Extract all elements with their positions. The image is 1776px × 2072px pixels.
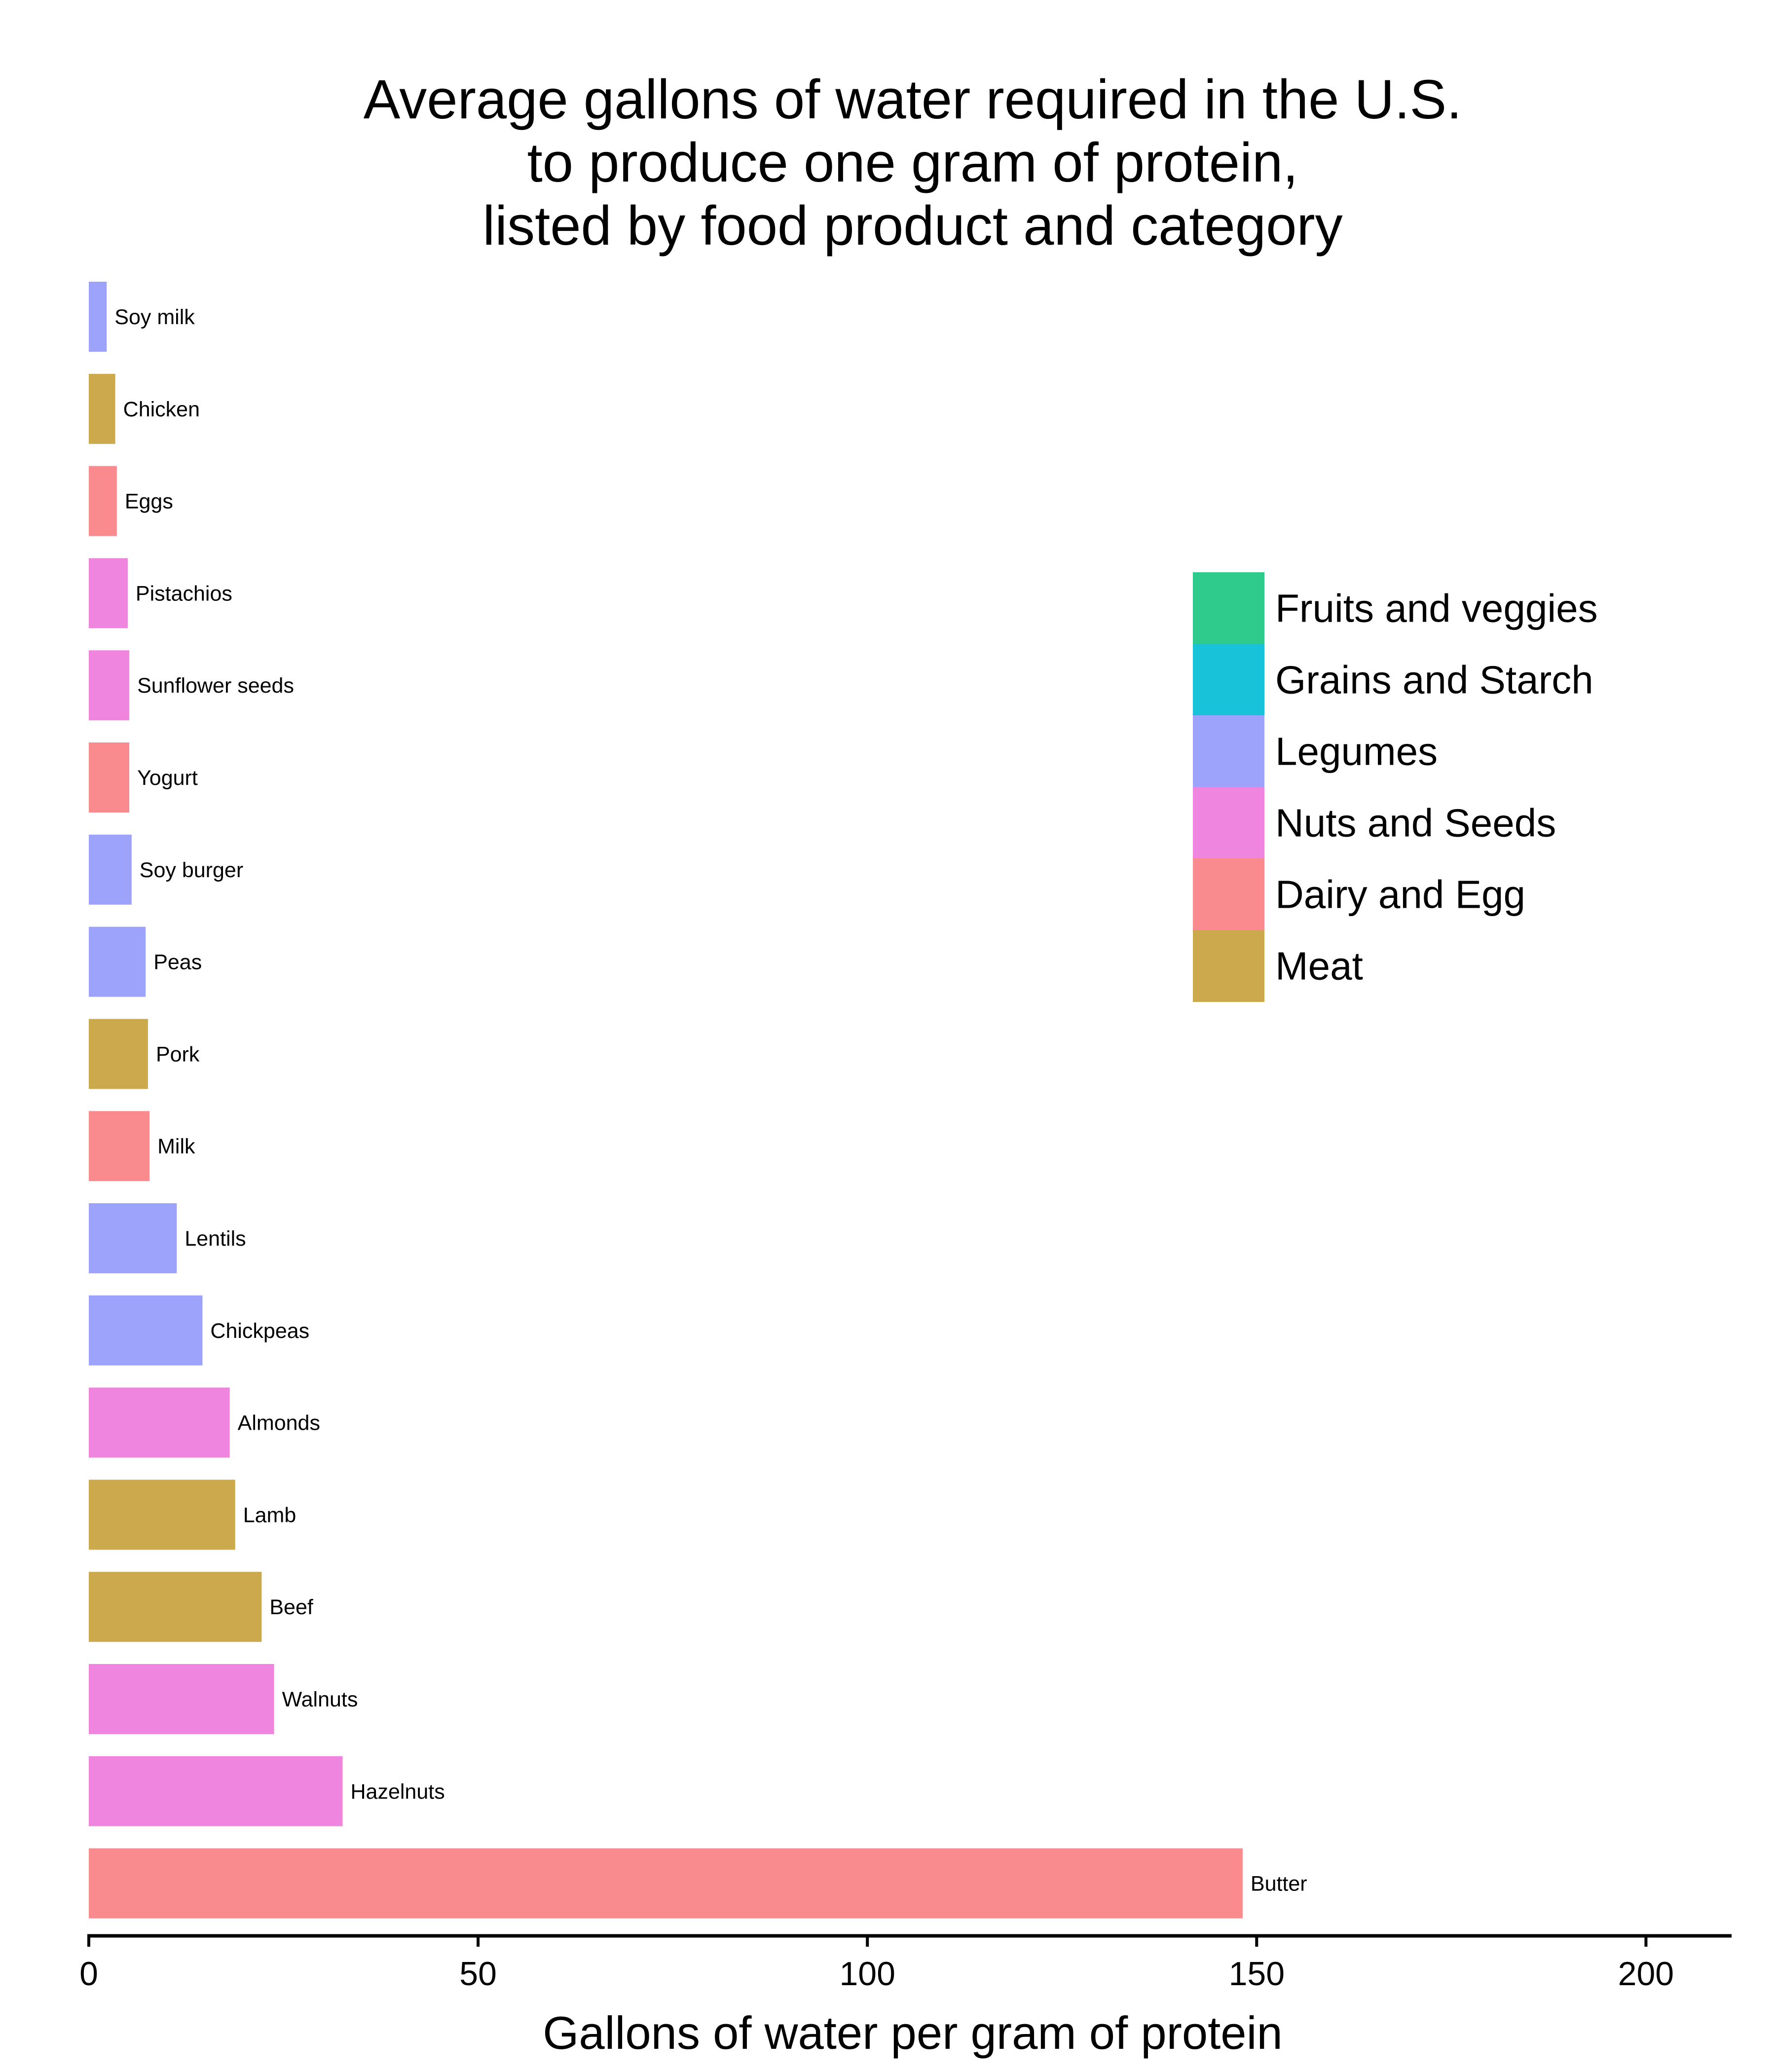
bar-label: Chicken [123, 398, 200, 421]
bar [89, 1111, 150, 1182]
legend-swatch [1193, 858, 1264, 930]
x-tick-label: 100 [839, 1955, 895, 1993]
bar-label: Peas [153, 951, 202, 974]
bar-label: Pistachios [136, 582, 232, 605]
bar-label-group: Soy milk Chicken Eggs Pistachios Sunflower s… [114, 305, 1307, 1896]
bar-label: Eggs [125, 490, 173, 514]
bar-label: Butter [1251, 1872, 1307, 1896]
bar-label: Yogurt [137, 766, 198, 790]
bar-label: Almonds [238, 1411, 320, 1435]
bar [89, 1295, 203, 1366]
bar [89, 466, 117, 536]
bar [89, 373, 115, 444]
bar-label: Lamb [243, 1503, 296, 1527]
chart-title: Average gallons of water required in the… [364, 69, 1462, 257]
x-tick-label: 50 [459, 1955, 497, 1993]
chart-title-line: Average gallons of water required in the… [364, 69, 1462, 130]
bar-label: Sunflower seeds [137, 674, 294, 698]
legend-swatch [1193, 787, 1264, 859]
bar [89, 558, 128, 629]
legend-label: Meat [1275, 944, 1363, 988]
legend-label: Grains and Starch [1275, 658, 1593, 702]
bar [89, 1019, 148, 1089]
bar-label: Milk [157, 1135, 195, 1158]
bar-label: Lentils [185, 1227, 246, 1251]
bar [89, 282, 107, 352]
bar-label: Beef [269, 1595, 314, 1619]
x-tick-label: 200 [1618, 1955, 1674, 1993]
bar-label: Soy milk [114, 305, 195, 329]
bar-label: Soy burger [140, 858, 243, 882]
bar [89, 1756, 343, 1826]
bar-label: Chickpeas [210, 1319, 309, 1343]
chart-title-line: listed by food product and category [482, 195, 1342, 257]
bar-group [89, 282, 1243, 1919]
bar-label: Walnuts [282, 1688, 358, 1711]
legend-label: Dairy and Egg [1275, 873, 1525, 917]
bar [89, 1848, 1243, 1919]
x-tick-label: 0 [79, 1955, 98, 1993]
bar-label: Pork [156, 1042, 200, 1066]
bar-label: Hazelnuts [350, 1780, 444, 1804]
bar [89, 1572, 262, 1642]
legend-swatch [1193, 572, 1264, 644]
legend-label: Nuts and Seeds [1275, 801, 1556, 845]
chart-title-line: to produce one gram of protein, [527, 132, 1298, 193]
bar [89, 650, 130, 721]
legend-label: Legumes [1275, 730, 1438, 774]
bar [89, 1480, 235, 1550]
bar [89, 1387, 230, 1458]
bar [89, 742, 130, 813]
bar [89, 1664, 274, 1734]
bar [89, 1203, 177, 1273]
legend-swatch [1193, 644, 1264, 716]
legend-label: Fruits and veggies [1275, 587, 1598, 630]
legend: Fruits and veggies Grains and Starch Legum… [1193, 572, 1598, 1002]
x-tick-label: 150 [1229, 1955, 1285, 1993]
x-axis: 0 50 100 150 200 [79, 1934, 1732, 1993]
bar [89, 834, 132, 905]
x-axis-title: Gallons of water per gram of protein [543, 2007, 1283, 2059]
bar [89, 926, 146, 997]
legend-swatch [1193, 930, 1264, 1002]
legend-swatch [1193, 715, 1264, 787]
